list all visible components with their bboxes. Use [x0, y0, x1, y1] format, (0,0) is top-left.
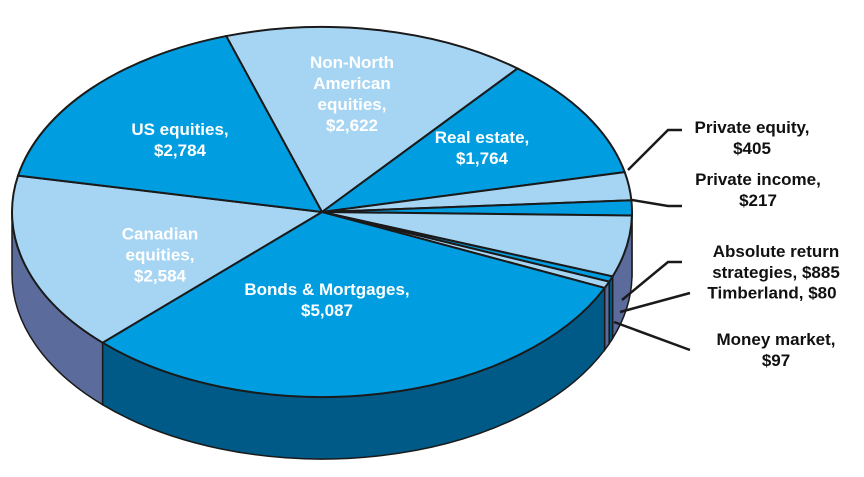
pie-slice: [11, 174, 326, 344]
pie-tops: [11, 26, 633, 398]
slice-name: US equities,: [131, 120, 229, 139]
slice-value: $97: [761, 351, 791, 370]
pie-slice: [224, 26, 520, 214]
slice-value: $885: [801, 263, 840, 282]
slice-name: Timberland,: [707, 283, 804, 303]
slice-value: $1,764: [456, 149, 508, 168]
slice-name: Private income,: [695, 170, 821, 189]
slice-name: Absolute return strategies,: [712, 242, 840, 282]
slice-label: Bonds & Mortgages, $5,087: [242, 279, 412, 321]
leader-line: [627, 128, 682, 171]
pie-slice: [16, 34, 324, 214]
slice-value: $2,784: [154, 141, 206, 160]
slice-name: Bonds & Mortgages,: [244, 280, 410, 299]
leader-line: [621, 260, 682, 301]
slice-label: Money market, $97: [691, 329, 861, 371]
slice-value: $80: [808, 283, 837, 303]
slice-name: Real estate,: [434, 128, 530, 147]
slice-label: Absolute return strategies, $885: [686, 241, 864, 283]
slice-label: Canadian equities, $2,584: [85, 224, 235, 287]
leader-line: [619, 291, 691, 314]
leader-line: [631, 198, 682, 208]
slice-value: $217: [739, 191, 777, 210]
pie-slice: [321, 67, 627, 213]
slice-label: Private income, $217: [678, 169, 838, 211]
slice-label: Real estate, $1,764: [412, 127, 552, 169]
leader-line: [613, 320, 691, 352]
slice-name: Non-North American equities,: [309, 53, 395, 114]
slice-name: Private equity,: [694, 118, 810, 137]
slice-name: Canadian equities,: [121, 224, 199, 265]
slice-label: Timberland, $80: [687, 283, 857, 304]
slice-value: $2,622: [326, 116, 378, 135]
slice-value: $405: [733, 139, 771, 158]
slice-label: Non-North American equities, $2,622: [277, 52, 427, 136]
pie-slice: [100, 210, 607, 398]
slice-value: $2,584: [134, 266, 186, 286]
slice-name: Money market,: [716, 330, 836, 349]
slice-label: US equities, $2,784: [105, 119, 255, 161]
slice-value: $5,087: [301, 301, 353, 320]
slice-label: Private equity, $405: [672, 117, 832, 159]
